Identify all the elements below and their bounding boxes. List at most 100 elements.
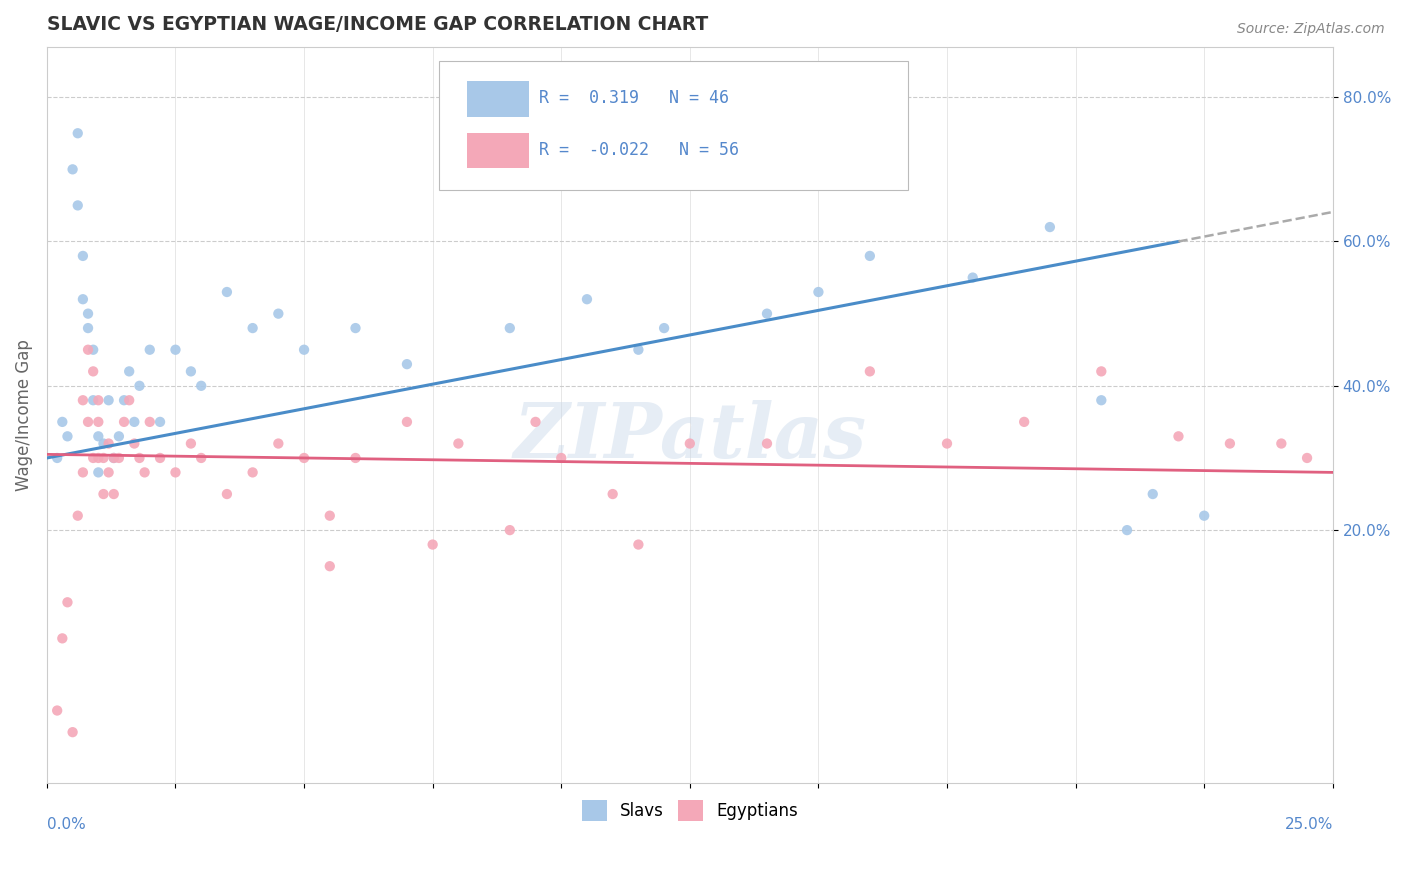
Point (66, 508, 89, 523)
Point (1116, 523, 1139, 537)
Text: ZIPatlas: ZIPatlas (513, 400, 866, 474)
Point (72, 466, 94, 480)
Point (56, 595, 79, 609)
Point (1296, 450, 1319, 465)
Point (756, 436, 779, 450)
Point (807, 285, 830, 299)
Point (46, 704, 69, 718)
Point (112, 415, 135, 429)
Point (87, 450, 110, 465)
Point (51, 415, 73, 429)
Point (62, 162, 84, 177)
Point (180, 364, 202, 378)
Point (108, 450, 131, 465)
Point (139, 343, 162, 357)
Point (87, 393, 110, 408)
Y-axis label: Wage/Income Gap: Wage/Income Gap (15, 339, 32, 491)
Point (344, 450, 367, 465)
Point (82, 364, 104, 378)
Point (134, 466, 156, 480)
Point (447, 436, 470, 450)
Point (82, 450, 104, 465)
Point (124, 436, 146, 450)
Point (66, 126, 89, 140)
Point (87, 466, 110, 480)
Point (103, 450, 125, 465)
Point (165, 466, 187, 480)
Point (859, 364, 882, 378)
Point (82, 393, 104, 408)
Point (149, 450, 172, 465)
Point (499, 523, 522, 537)
Point (82, 343, 104, 357)
Point (46, 450, 69, 465)
Point (112, 393, 135, 408)
Point (602, 487, 624, 501)
Point (962, 270, 984, 285)
Point (292, 450, 315, 465)
Point (1090, 393, 1112, 408)
Point (319, 508, 342, 523)
Point (118, 393, 141, 408)
Point (936, 436, 959, 450)
Point (139, 415, 162, 429)
Point (72, 393, 94, 408)
Point (77, 321, 100, 335)
Point (395, 415, 418, 429)
Point (97, 393, 120, 408)
Point (87, 429, 110, 443)
Point (190, 379, 212, 393)
Point (97, 436, 120, 450)
Point (267, 436, 290, 450)
Point (550, 450, 572, 465)
Point (1039, 220, 1062, 235)
Point (267, 307, 290, 321)
Text: SLAVIC VS EGYPTIAN WAGE/INCOME GAP CORRELATION CHART: SLAVIC VS EGYPTIAN WAGE/INCOME GAP CORRE… (46, 15, 709, 34)
FancyBboxPatch shape (467, 133, 529, 168)
Point (344, 321, 367, 335)
Point (422, 537, 444, 551)
Point (66, 198, 89, 212)
Text: R =  -0.022   N = 56: R = -0.022 N = 56 (540, 141, 740, 159)
Point (1012, 415, 1035, 429)
Point (62, 725, 84, 739)
Point (128, 379, 150, 393)
Point (1090, 364, 1112, 378)
Point (319, 559, 342, 574)
Point (242, 466, 264, 480)
Text: 0.0%: 0.0% (46, 817, 86, 832)
FancyBboxPatch shape (467, 81, 529, 117)
Point (165, 343, 187, 357)
Point (190, 450, 212, 465)
Point (93, 436, 115, 450)
Point (77, 415, 100, 429)
Point (72, 292, 94, 306)
Point (1270, 436, 1292, 450)
Point (87, 415, 110, 429)
Point (215, 487, 238, 501)
Point (103, 450, 125, 465)
Point (77, 343, 100, 357)
Point (118, 364, 141, 378)
Point (72, 249, 94, 263)
Text: 25.0%: 25.0% (1285, 817, 1333, 832)
Point (97, 466, 120, 480)
Point (128, 450, 150, 465)
Point (1142, 487, 1164, 501)
Point (215, 285, 238, 299)
Point (395, 357, 418, 371)
Point (93, 487, 115, 501)
Point (56, 429, 79, 443)
Point (859, 249, 882, 263)
Point (108, 429, 131, 443)
Point (499, 321, 522, 335)
Legend: Slavs, Egyptians: Slavs, Egyptians (575, 794, 804, 828)
Point (627, 343, 650, 357)
Point (242, 321, 264, 335)
Point (627, 537, 650, 551)
Point (149, 415, 172, 429)
Point (575, 292, 598, 306)
Point (756, 307, 779, 321)
Point (1167, 429, 1189, 443)
Point (679, 436, 702, 450)
